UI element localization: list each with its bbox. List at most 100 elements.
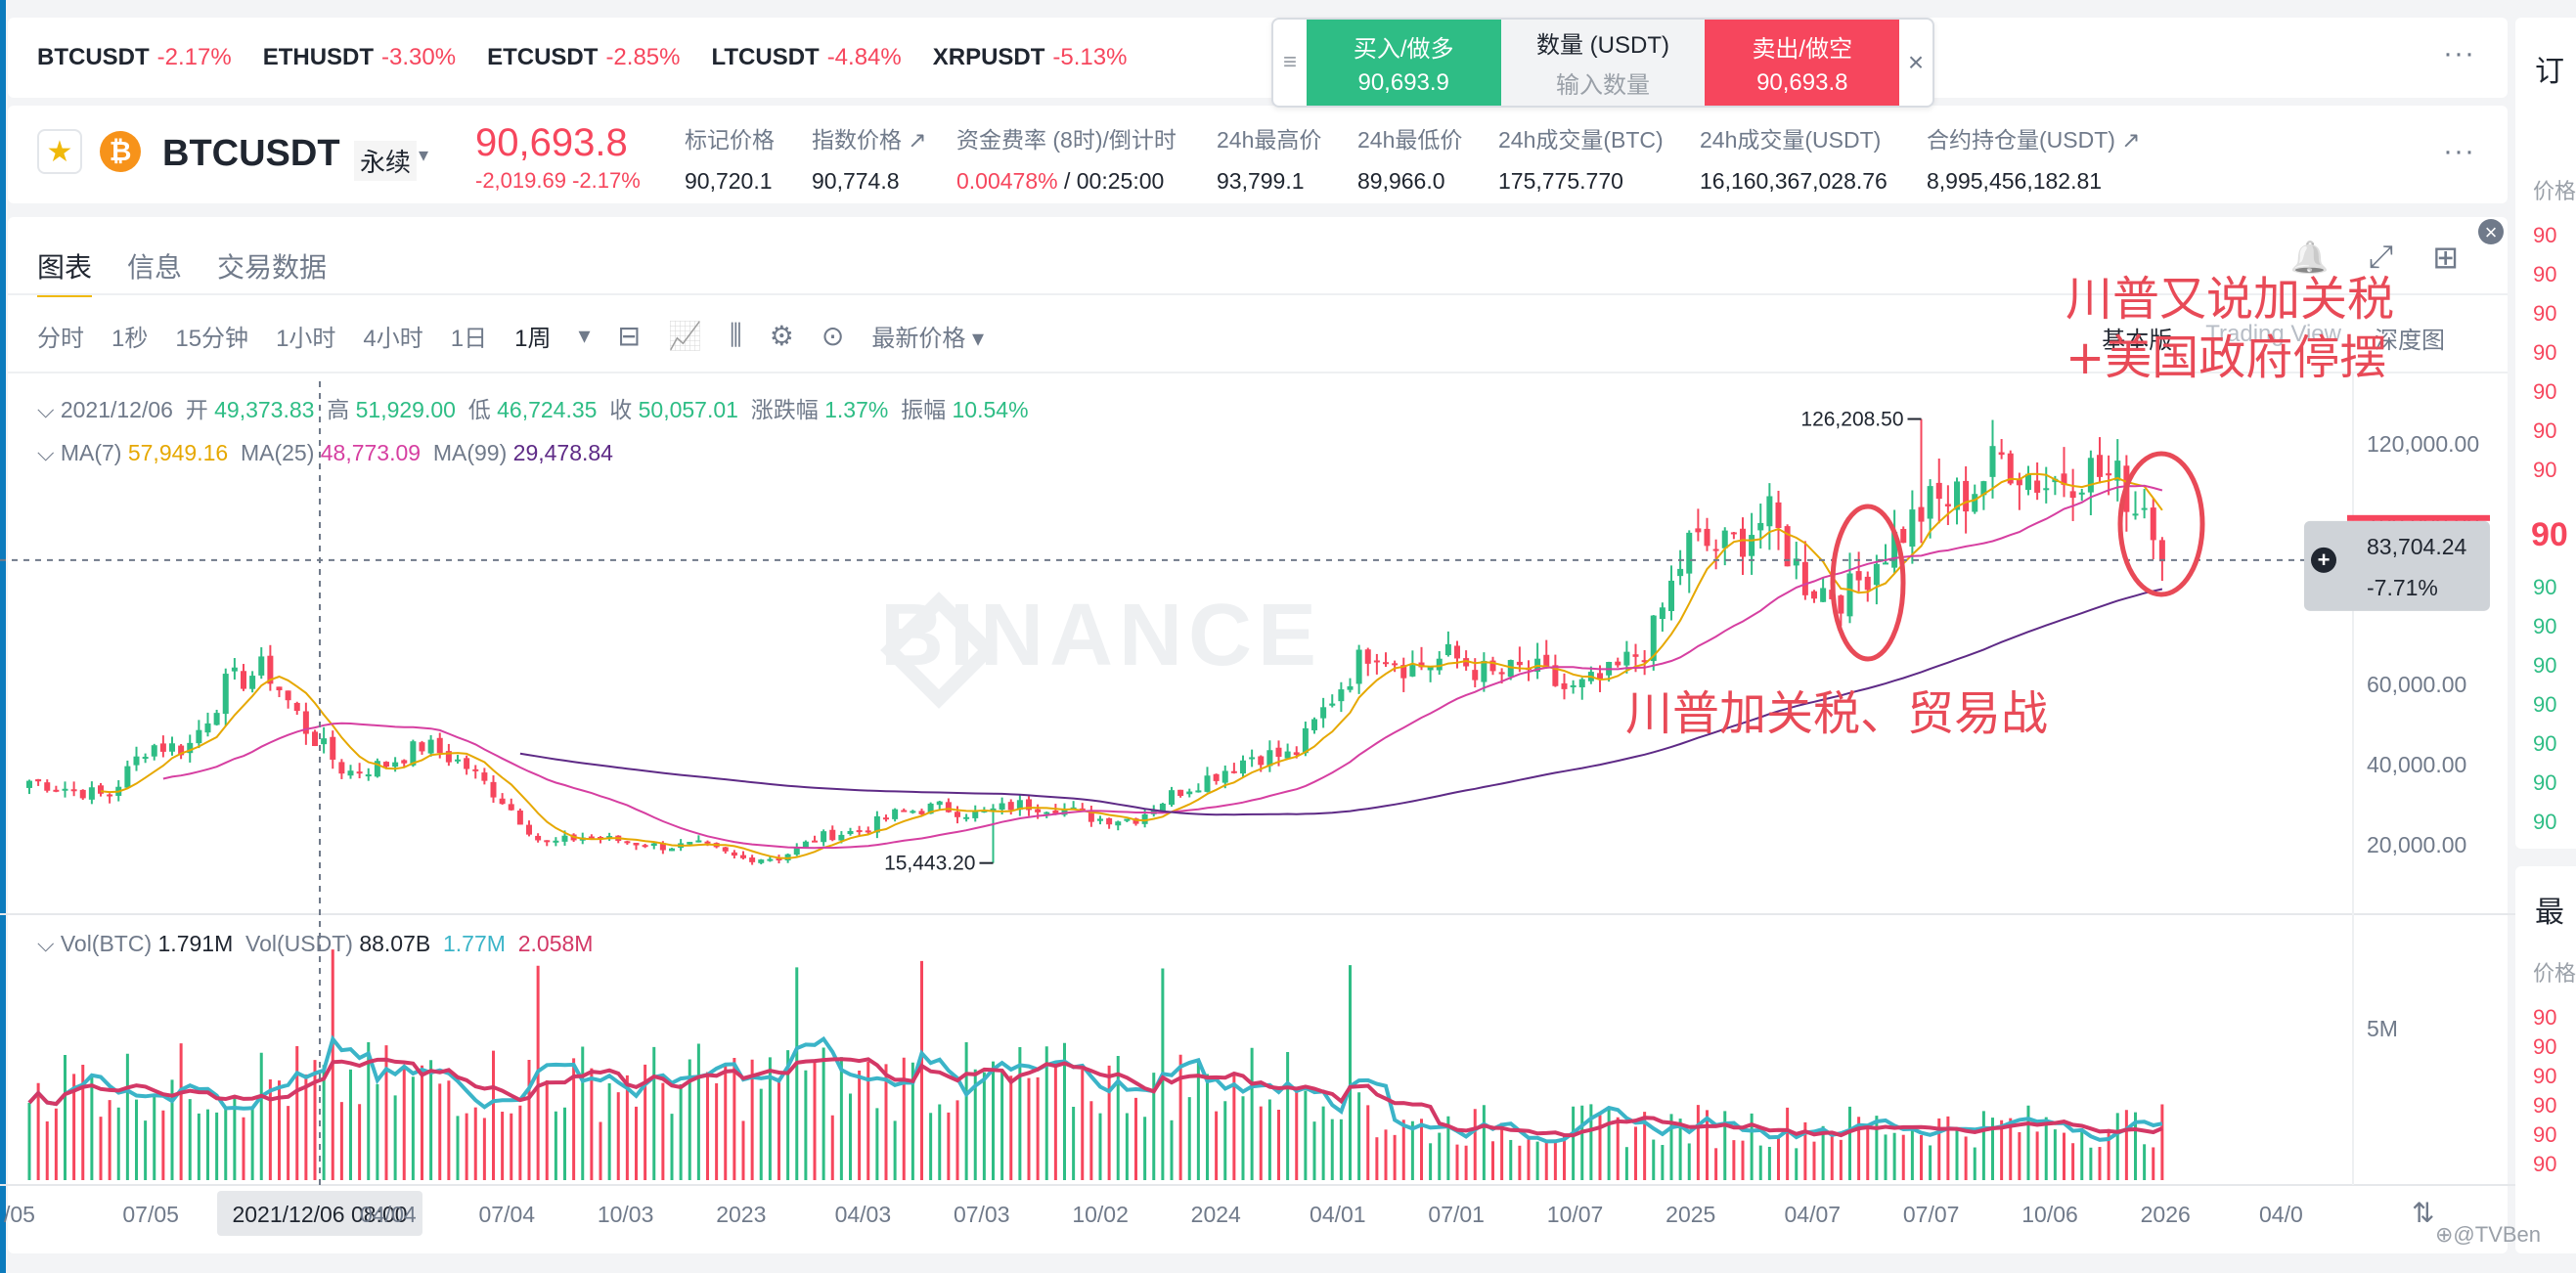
candle-body[interactable] bbox=[829, 829, 836, 841]
candle-body[interactable] bbox=[133, 756, 140, 766]
candle-body[interactable] bbox=[910, 811, 916, 813]
candle-body[interactable] bbox=[1721, 530, 1728, 549]
candle-body[interactable] bbox=[1891, 532, 1898, 568]
candle-body[interactable] bbox=[1329, 703, 1336, 706]
candle-body[interactable] bbox=[1230, 770, 1237, 773]
candle-body[interactable] bbox=[1864, 576, 1871, 591]
candle-body[interactable] bbox=[365, 774, 372, 777]
candle-body[interactable] bbox=[1749, 535, 1755, 556]
candle-body[interactable] bbox=[1972, 494, 1978, 512]
candle-body[interactable] bbox=[526, 824, 532, 835]
candle-body[interactable] bbox=[124, 766, 131, 788]
candle-body[interactable] bbox=[1347, 685, 1354, 690]
bid-price[interactable]: 90 bbox=[2533, 810, 2557, 834]
candle-body[interactable] bbox=[1141, 813, 1148, 824]
candle-body[interactable] bbox=[356, 771, 363, 774]
candle-body[interactable] bbox=[892, 809, 899, 819]
candle-body[interactable] bbox=[2078, 492, 2085, 495]
candle-body[interactable] bbox=[2007, 453, 2014, 484]
drawing-tools-icon[interactable]: ⊟ bbox=[617, 321, 642, 351]
candle-body[interactable] bbox=[918, 811, 925, 814]
candle-body[interactable] bbox=[1213, 773, 1220, 781]
candle-body[interactable] bbox=[1409, 665, 1416, 677]
candle-body[interactable] bbox=[258, 656, 265, 676]
candle-body[interactable] bbox=[1730, 532, 1737, 535]
candlestick-chart[interactable]: BINANCE 120,000.00100,000.0060,000.0040,… bbox=[0, 0, 2515, 1273]
candle-body[interactable] bbox=[1106, 817, 1113, 825]
candle-body[interactable] bbox=[624, 841, 631, 844]
candle-body[interactable] bbox=[1784, 526, 1791, 567]
candle-body[interactable] bbox=[196, 729, 202, 744]
candle-body[interactable] bbox=[1498, 672, 1505, 675]
candle-body[interactable] bbox=[1712, 549, 1719, 551]
candle-body[interactable] bbox=[88, 787, 95, 800]
add-order-icon[interactable] bbox=[2311, 547, 2336, 573]
candle-body[interactable] bbox=[142, 757, 149, 760]
candle-body[interactable] bbox=[464, 758, 470, 769]
candle-body[interactable] bbox=[1757, 522, 1764, 531]
candle-body[interactable] bbox=[1954, 481, 1960, 510]
candle-body[interactable] bbox=[213, 713, 220, 725]
ask-price[interactable]: 90 bbox=[2533, 418, 2557, 443]
candle-body[interactable] bbox=[79, 789, 86, 799]
candle-body[interactable] bbox=[1444, 643, 1451, 656]
candle-body[interactable] bbox=[2016, 479, 2022, 486]
candle-body[interactable] bbox=[1900, 528, 1907, 544]
candle-body[interactable] bbox=[749, 857, 756, 862]
candle-body[interactable] bbox=[347, 770, 354, 776]
sell-short-button[interactable]: 卖出/做空 90,693.8 bbox=[1705, 20, 1900, 106]
candle-body[interactable] bbox=[793, 847, 800, 856]
candle-body[interactable] bbox=[1543, 654, 1550, 668]
candle-body[interactable] bbox=[553, 840, 559, 843]
candle-body[interactable] bbox=[1811, 591, 1817, 599]
candle-body[interactable] bbox=[865, 830, 871, 833]
ask-price[interactable]: 90 bbox=[2533, 458, 2557, 482]
favorite-star-icon[interactable]: ★ bbox=[37, 129, 82, 174]
candle-body[interactable] bbox=[2034, 480, 2041, 493]
candle-body[interactable] bbox=[1632, 654, 1639, 657]
chevron-down-icon[interactable]: ▾ bbox=[419, 145, 429, 166]
candle-body[interactable] bbox=[508, 804, 514, 811]
candle-body[interactable] bbox=[758, 859, 765, 863]
candle-body[interactable] bbox=[401, 760, 408, 764]
candle-body[interactable] bbox=[178, 745, 185, 756]
candle-body[interactable] bbox=[650, 843, 657, 847]
candle-body[interactable] bbox=[330, 736, 336, 760]
candle-body[interactable] bbox=[419, 742, 425, 752]
close-icon-glyph[interactable]: × bbox=[2485, 220, 2498, 244]
candle-body[interactable] bbox=[1918, 506, 1925, 522]
quantity-field[interactable]: 数量 (USDT) 输入数量 bbox=[1500, 20, 1706, 106]
interval-15m[interactable]: 15分钟 bbox=[175, 326, 249, 352]
view-depth[interactable]: 深度图 bbox=[2375, 328, 2445, 354]
candle-body[interactable] bbox=[1578, 679, 1585, 687]
candle-body[interactable] bbox=[1793, 558, 1799, 566]
candle-body[interactable] bbox=[169, 743, 175, 752]
candle-body[interactable] bbox=[1186, 791, 1193, 795]
bid-price[interactable]: 90 bbox=[2533, 770, 2557, 795]
candle-body[interactable] bbox=[285, 690, 291, 701]
candle-body[interactable] bbox=[2114, 461, 2121, 481]
order-book-title[interactable]: 订 bbox=[2535, 56, 2564, 88]
candle-body[interactable] bbox=[1293, 752, 1300, 756]
ticker-item[interactable]: BTCUSDT -2.17% bbox=[37, 44, 232, 71]
candle-body[interactable] bbox=[1909, 509, 1916, 548]
candle-body[interactable] bbox=[338, 762, 345, 774]
candle-body[interactable] bbox=[107, 794, 113, 797]
candle-body[interactable] bbox=[1284, 751, 1291, 759]
candle-body[interactable] bbox=[963, 816, 970, 819]
interval-1h[interactable]: 1小时 bbox=[276, 326, 336, 352]
candle-body[interactable] bbox=[35, 779, 42, 782]
candle-body[interactable] bbox=[588, 836, 595, 839]
candle-body[interactable] bbox=[2158, 540, 2165, 562]
candle-body[interactable] bbox=[302, 711, 309, 734]
candle-body[interactable] bbox=[1133, 818, 1139, 824]
candle-body[interactable] bbox=[633, 843, 640, 846]
close-icon[interactable]: × bbox=[1907, 47, 1925, 77]
candle-body[interactable] bbox=[1221, 770, 1228, 783]
candle-body[interactable] bbox=[1561, 682, 1568, 689]
candle-body[interactable] bbox=[276, 686, 283, 691]
candle-body[interactable] bbox=[1061, 809, 1068, 815]
trade-price[interactable]: 90 bbox=[2533, 1005, 2557, 1030]
collapse-icon[interactable]: ⌵ bbox=[37, 397, 55, 422]
candle-body[interactable] bbox=[1258, 756, 1265, 766]
